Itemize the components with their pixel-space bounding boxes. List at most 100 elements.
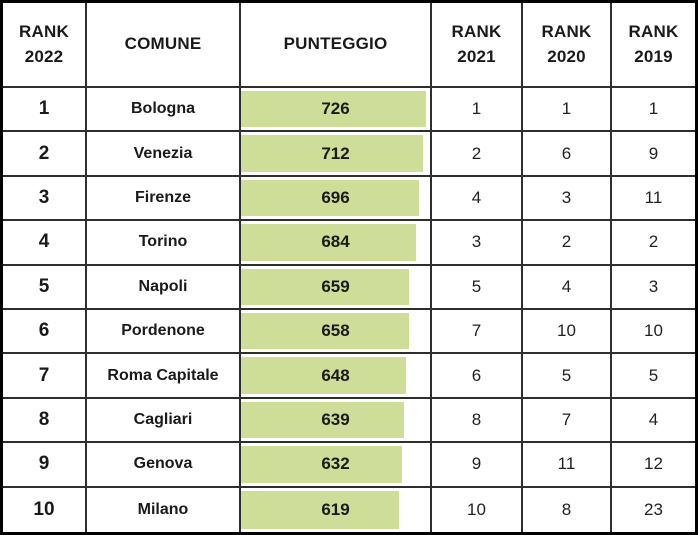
rank-value: 7 — [38, 364, 50, 386]
cell-rank2020: 1 — [523, 88, 612, 133]
cell-rank2021: 8 — [432, 398, 523, 444]
cell-comune: Roma Capitale — [87, 354, 241, 399]
score-value: 684 — [321, 232, 350, 252]
cell-rank2019: 23 — [612, 487, 695, 532]
rank-value: 9 — [648, 143, 659, 163]
cell-rank2022: 4 — [3, 221, 87, 266]
rank-value: 10 — [557, 321, 576, 341]
cell-punteggio: 619 — [241, 487, 432, 532]
cell-rank2020: 7 — [523, 398, 612, 444]
score-databar — [241, 91, 427, 128]
cell-punteggio: 726 — [241, 88, 432, 133]
column-header-rank2020: RANK 2020 — [523, 3, 612, 88]
column-header-label: RANK 2020 — [541, 21, 592, 66]
cell-comune: Venezia — [87, 132, 241, 177]
cell-rank2020: 5 — [523, 354, 612, 399]
rank-value: 5 — [648, 365, 659, 385]
cell-punteggio: 658 — [241, 310, 432, 355]
rank-value: 6 — [561, 143, 572, 163]
rank-value: 23 — [644, 499, 663, 519]
comune-name: Genova — [133, 455, 193, 473]
cell-comune: Cagliari — [87, 398, 241, 444]
rank-value: 10 — [644, 321, 663, 341]
cell-rank2021: 2 — [432, 132, 523, 177]
rank-value: 5 — [38, 275, 50, 297]
column-header-rank2019: RANK 2019 — [612, 3, 695, 88]
score-databar — [241, 268, 410, 305]
score-value: 712 — [321, 143, 350, 163]
comune-name: Cagliari — [133, 410, 193, 428]
column-header-label: RANK 2019 — [628, 21, 679, 66]
cell-comune: Napoli — [87, 265, 241, 310]
cell-rank2022: 5 — [3, 265, 87, 310]
rank-value: 1 — [561, 99, 572, 119]
cell-punteggio: 684 — [241, 221, 432, 266]
rank-value: 1 — [648, 99, 659, 119]
cell-rank2019: 2 — [612, 221, 695, 266]
cell-rank2021: 3 — [432, 221, 523, 266]
cell-rank2019: 5 — [612, 354, 695, 399]
cell-rank2022: 2 — [3, 132, 87, 177]
rank-value: 4 — [561, 276, 572, 296]
rank-value: 4 — [648, 409, 659, 429]
rank-value: 1 — [471, 99, 482, 119]
cell-punteggio: 632 — [241, 443, 432, 488]
score-databar — [241, 135, 423, 172]
cell-punteggio: 659 — [241, 265, 432, 310]
comune-name: Firenze — [134, 188, 191, 206]
rank-value: 10 — [467, 499, 486, 519]
column-header-label: PUNTEGGIO — [283, 34, 388, 54]
score-databar — [241, 313, 409, 350]
column-header-punteggio: PUNTEGGIO — [241, 3, 432, 88]
cell-rank2020: 4 — [523, 265, 612, 310]
rank-value: 8 — [561, 499, 572, 519]
cell-punteggio: 696 — [241, 176, 432, 222]
cell-rank2019: 4 — [612, 398, 695, 444]
cell-rank2022: 9 — [3, 443, 87, 488]
rank-value: 11 — [557, 454, 576, 474]
column-header-comune: COMUNE — [87, 3, 241, 88]
rank-value: 5 — [561, 365, 572, 385]
rank-value: 2 — [561, 232, 572, 252]
score-value: 639 — [321, 409, 350, 429]
rank-value: 6 — [38, 320, 50, 342]
cell-rank2019: 11 — [612, 176, 695, 222]
cell-rank2021: 10 — [432, 487, 523, 532]
cell-rank2019: 1 — [612, 88, 695, 133]
cell-rank2021: 7 — [432, 310, 523, 355]
cell-comune: Torino — [87, 221, 241, 266]
rank-value: 10 — [33, 498, 55, 520]
rank-value: 7 — [471, 321, 482, 341]
rank-value: 4 — [38, 231, 50, 253]
score-value: 696 — [321, 187, 350, 207]
cell-rank2019: 9 — [612, 132, 695, 177]
cell-rank2021: 5 — [432, 265, 523, 310]
rank-value: 5 — [471, 276, 482, 296]
comune-name: Bologna — [131, 100, 195, 118]
comune-name: Pordenone — [121, 322, 205, 340]
column-header-label: COMUNE — [124, 34, 202, 54]
column-header-label: RANK 2022 — [19, 21, 69, 66]
rank-value: 3 — [561, 187, 572, 207]
cell-comune: Milano — [87, 487, 241, 532]
rank-value: 1 — [38, 98, 50, 120]
score-databar — [241, 179, 419, 217]
column-header-label: RANK 2021 — [451, 21, 502, 66]
cell-rank2019: 3 — [612, 265, 695, 310]
cell-comune: Genova — [87, 443, 241, 488]
rank-value: 4 — [471, 187, 482, 207]
rank-value: 8 — [38, 408, 50, 430]
score-value: 632 — [321, 454, 350, 474]
comune-name: Venezia — [133, 144, 193, 162]
score-value: 726 — [321, 99, 350, 119]
cell-rank2021: 1 — [432, 88, 523, 133]
cell-rank2022: 3 — [3, 176, 87, 222]
rank-value: 2 — [648, 232, 659, 252]
rank-value: 9 — [38, 453, 50, 475]
cell-rank2021: 6 — [432, 354, 523, 399]
cell-rank2020: 10 — [523, 310, 612, 355]
cell-punteggio: 639 — [241, 398, 432, 444]
rank-value: 2 — [471, 143, 482, 163]
cell-punteggio: 648 — [241, 354, 432, 399]
